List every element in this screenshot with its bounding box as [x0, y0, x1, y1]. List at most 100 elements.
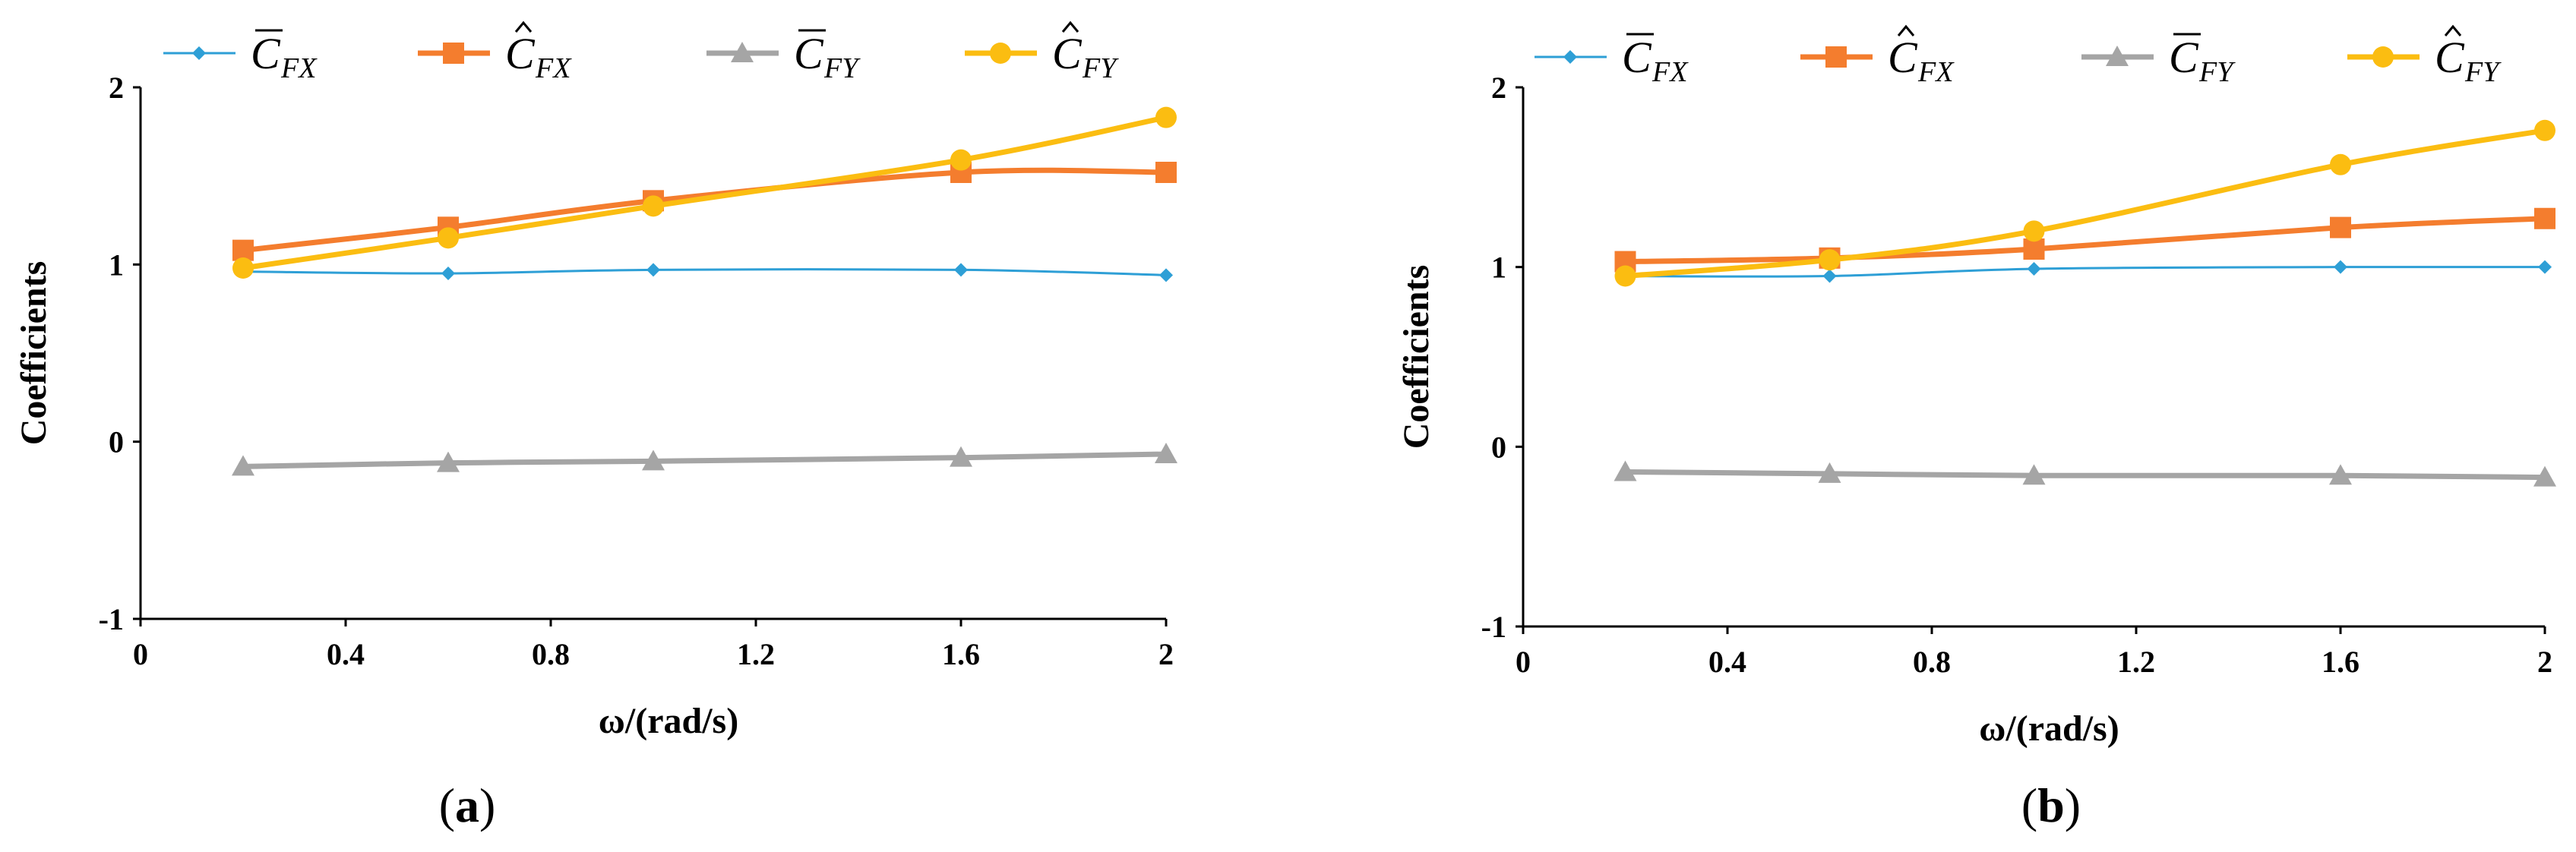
panel-label: (b): [2021, 778, 2081, 832]
x-axis-label: ω/(rad/s): [1979, 708, 2119, 749]
data-point: [642, 450, 665, 471]
legend-entry-bar-fx: C FX: [1535, 33, 1689, 88]
data-point: [1822, 269, 1837, 283]
legend-marker: [1825, 46, 1847, 68]
legend-symbol: C: [1888, 33, 1918, 82]
data-point: [2534, 119, 2555, 141]
series-hat-fy: [1614, 119, 2555, 287]
legend-marker: [2372, 46, 2394, 68]
legend-symbol: C: [2169, 33, 2199, 82]
legend-entry-bar-fy: C FY: [706, 29, 861, 84]
data-point: [2330, 153, 2351, 175]
legend-entry-hat-fx: C FX: [418, 21, 572, 84]
legend-symbol: C: [1052, 29, 1083, 78]
y-tick-label: 0: [109, 425, 124, 459]
legend-subscript: FY: [2464, 56, 2502, 88]
x-tick-label: 2: [1158, 637, 1174, 671]
legend-entry-hat-fx: C FX: [1800, 24, 1955, 88]
x-tick-label: 0.4: [327, 637, 365, 671]
legend-symbol: C: [1622, 33, 1652, 82]
legend-subscript: FX: [535, 52, 572, 84]
legend-entry-bar-fx: C FX: [163, 29, 318, 84]
data-point: [2538, 260, 2552, 274]
series-line: [242, 167, 1167, 254]
x-tick-label: 0: [133, 637, 148, 671]
data-point: [232, 455, 254, 476]
legend-subscript: FY: [823, 52, 861, 84]
data-point: [1614, 265, 1636, 287]
y-tick-label: 1: [1491, 251, 1506, 285]
legend-symbol: C: [794, 29, 824, 78]
legend-entry-bar-fy: C FY: [2081, 33, 2236, 88]
data-point: [1819, 249, 1841, 271]
series-line: [1625, 265, 2546, 278]
legend-subscript: FX: [1917, 56, 1955, 88]
legend-symbol: C: [505, 29, 536, 78]
legend-marker: [2106, 46, 2129, 66]
y-tick-label: -1: [1481, 610, 1506, 644]
data-point: [438, 227, 459, 249]
y-tick-label: 2: [1491, 71, 1506, 105]
series-line: [1625, 469, 2546, 481]
data-point: [2334, 260, 2347, 274]
x-axis-label: ω/(rad/s): [599, 701, 738, 741]
y-tick-label: 0: [1491, 430, 1506, 464]
y-axis-label: Coefficients: [1396, 265, 1437, 450]
legend-subscript: FY: [1082, 52, 1119, 84]
legend-entry-hat-fy: C FY: [965, 21, 1119, 84]
data-point: [2023, 220, 2045, 242]
series-hat-fx: [232, 162, 1177, 261]
data-point: [1818, 462, 1841, 483]
data-point: [1155, 443, 1177, 463]
data-point: [2027, 262, 2041, 276]
legend-marker: [990, 43, 1011, 64]
series-line: [242, 451, 1167, 469]
data-point: [2330, 216, 2351, 238]
data-point: [441, 267, 455, 280]
data-point: [954, 263, 968, 277]
legend-marker: [192, 46, 206, 60]
x-tick-label: 2: [2537, 645, 2552, 679]
series-hat-fx: [1614, 207, 2555, 273]
x-tick-label: 0.8: [1913, 645, 1951, 679]
series-bar-fy: [232, 443, 1177, 476]
legend-entry-hat-fy: C FY: [2347, 24, 2502, 88]
y-tick-label: 1: [109, 248, 124, 282]
data-point: [646, 263, 660, 277]
x-tick-label: 0.4: [1708, 645, 1746, 679]
series-bar-fx: [236, 263, 1173, 282]
data-point: [643, 195, 664, 217]
x-tick-label: 1.2: [737, 637, 775, 671]
data-point: [1614, 460, 1637, 481]
hat-accent: [2444, 24, 2462, 36]
data-point: [950, 149, 972, 171]
x-tick-label: 0.8: [532, 637, 570, 671]
data-point: [2329, 464, 2352, 485]
hat-accent: [514, 21, 533, 33]
series-line: [242, 115, 1167, 271]
hat-accent: [1061, 21, 1079, 33]
data-point: [437, 451, 460, 472]
chart-panel-a: -1 0 1 2 0 0.4 0.8 1.2 1.6 2 ω/(rad/s) Coefficients…: [14, 21, 1177, 832]
series-bar-fy: [1614, 460, 2556, 487]
series-line: [1625, 216, 2546, 265]
legend-marker: [443, 43, 464, 64]
hat-accent: [1897, 24, 1915, 36]
x-tick-label: 1.6: [2322, 645, 2359, 679]
y-tick-label: 2: [109, 71, 124, 105]
series-line: [1625, 128, 2546, 279]
legend-subscript: FX: [1651, 56, 1689, 88]
y-axis-label: Coefficients: [14, 261, 54, 446]
data-point: [2533, 465, 2556, 487]
data-point: [1155, 162, 1177, 183]
data-point: [2022, 464, 2046, 485]
x-tick-label: 0: [1516, 645, 1531, 679]
series-bar-fx: [1618, 260, 2552, 283]
series-hat-fy: [232, 106, 1177, 279]
x-tick-label: 1.2: [2117, 645, 2155, 679]
legend-marker: [731, 42, 754, 62]
panel-label: (a): [439, 778, 496, 832]
legend-symbol: C: [2435, 33, 2465, 82]
data-point: [2534, 207, 2555, 229]
